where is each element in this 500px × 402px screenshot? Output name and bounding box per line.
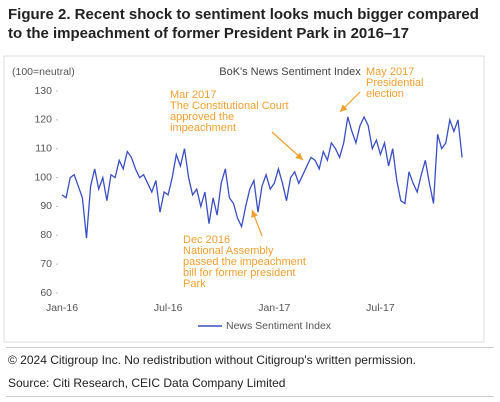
y-tick-label: 60 bbox=[40, 287, 52, 299]
source: Source: Citi Research, CEIC Data Company… bbox=[8, 376, 286, 390]
annotation: impeachment bbox=[170, 122, 236, 134]
y-tick-label: 120 bbox=[34, 114, 52, 126]
annotation: National Assembly bbox=[183, 245, 274, 257]
data-line bbox=[61, 115, 463, 239]
y-tick-label: 80 bbox=[40, 229, 52, 241]
x-tick-label: Jan-17 bbox=[258, 302, 290, 314]
rule bbox=[6, 396, 494, 397]
chart-title: BoK's News Sentiment Index bbox=[219, 66, 361, 78]
annotation: approved the bbox=[170, 111, 234, 123]
copyright: © 2024 Citigroup Inc. No redistribution … bbox=[8, 353, 416, 367]
rule bbox=[6, 347, 494, 348]
x-tick-label: Jul-16 bbox=[154, 302, 183, 314]
annotation: The Constitutional Court bbox=[170, 100, 289, 112]
y-tick-label: 90 bbox=[40, 200, 52, 212]
y-tick-label: 100 bbox=[34, 171, 52, 183]
annotation: May 2017 bbox=[366, 66, 414, 78]
annotation: Park bbox=[183, 278, 206, 290]
annotation-arrow bbox=[339, 91, 361, 113]
y-tick-label: 110 bbox=[35, 142, 52, 154]
y-axis-label: (100=neutral) bbox=[12, 66, 75, 78]
figure-title: Figure 2. Recent shock to sentiment look… bbox=[8, 6, 479, 42]
y-tick-label: 130 bbox=[34, 85, 52, 97]
annotation: Dec 2016 bbox=[183, 234, 230, 246]
chart: BoK's News Sentiment Index (100=neutral)… bbox=[3, 55, 485, 343]
x-tick-label: Jul-17 bbox=[366, 302, 395, 314]
annotation-arrow bbox=[251, 209, 263, 237]
annotation: Mar 2017 bbox=[170, 89, 216, 101]
legend-label: News Sentiment Index bbox=[226, 320, 332, 332]
y-tick-label: 70 bbox=[40, 258, 52, 270]
annotation-arrow bbox=[271, 131, 304, 161]
x-tick-label: Jan-16 bbox=[46, 302, 78, 314]
annotation: Presidential bbox=[366, 77, 423, 89]
annotation: bill for former president bbox=[183, 267, 296, 279]
annotation: passed the impeachment bbox=[183, 256, 306, 268]
annotation: election bbox=[366, 88, 404, 100]
chart-frame bbox=[3, 55, 485, 343]
